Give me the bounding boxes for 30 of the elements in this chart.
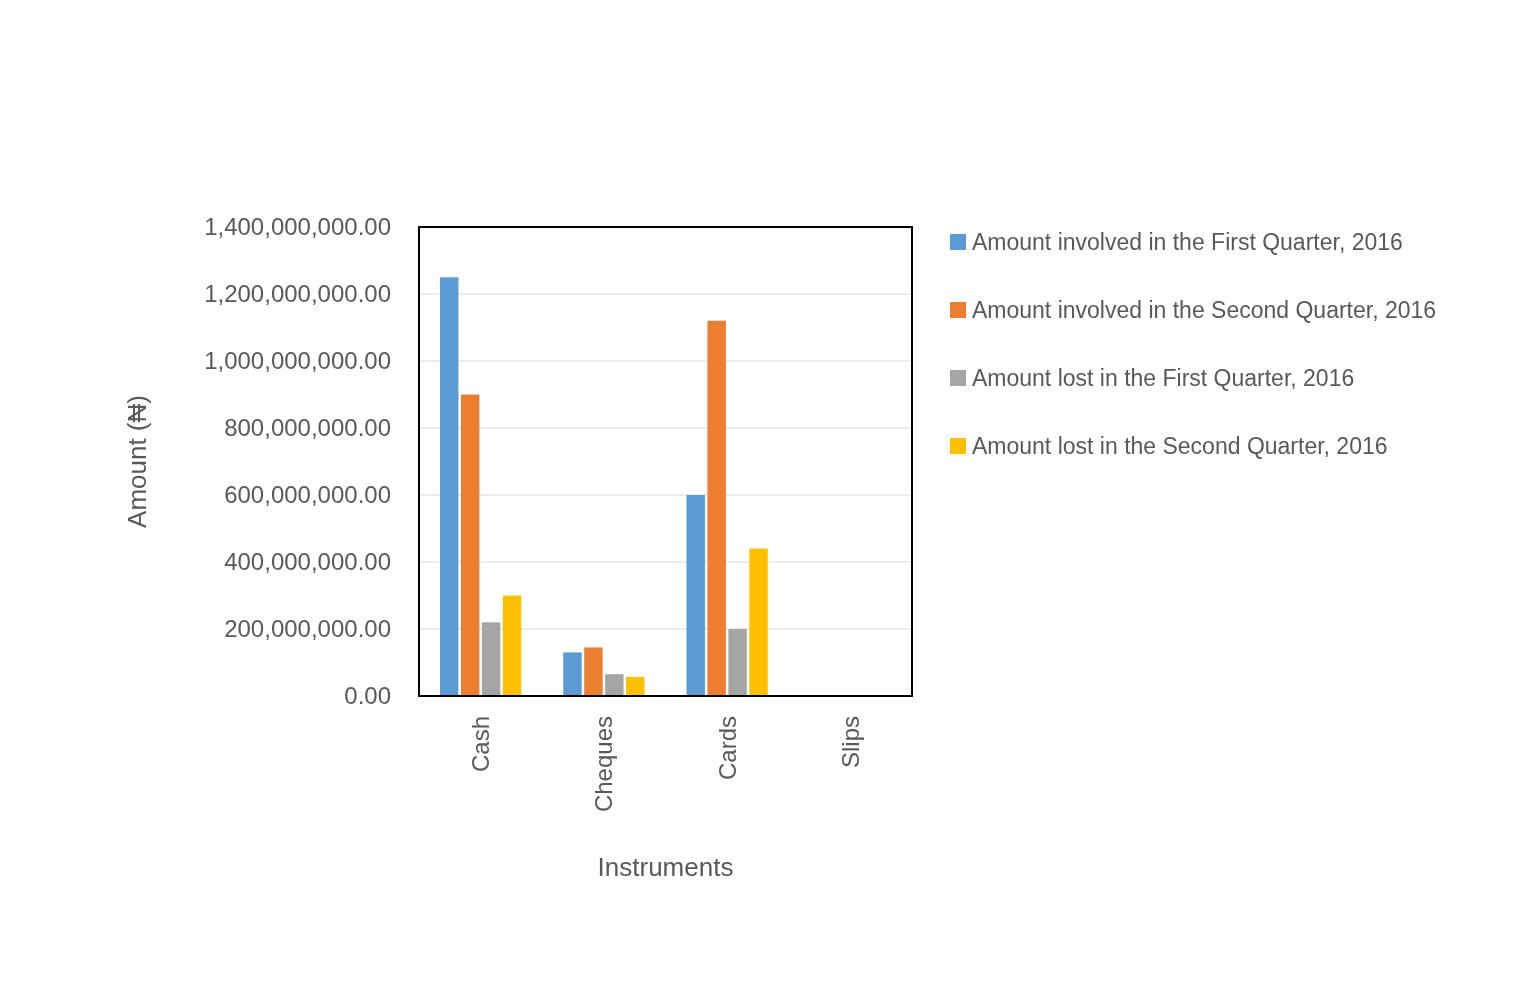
bar xyxy=(460,394,480,696)
bar xyxy=(728,629,747,696)
y-tick-label: 1,200,000,000.00 xyxy=(204,280,391,308)
bar xyxy=(626,676,645,696)
y-tick-label: 200,000,000.00 xyxy=(224,615,391,643)
legend-label: Amount lost in the Second Quarter, 2016 xyxy=(972,433,1388,460)
y-axis-title: Amount (₦) xyxy=(122,395,152,528)
y-tick-label: 0.00 xyxy=(344,682,391,710)
bar xyxy=(584,647,603,696)
x-tick-label: Cash xyxy=(467,716,495,773)
bar xyxy=(749,548,768,696)
bar xyxy=(605,674,624,696)
bar xyxy=(707,320,726,696)
bar xyxy=(502,595,522,696)
x-tick-label: Cheques xyxy=(590,716,618,813)
y-tick-label: 800,000,000.00 xyxy=(224,414,391,442)
legend-label: Amount involved in the Second Quarter, 2016 xyxy=(972,297,1437,324)
legend-label: Amount lost in the First Quarter, 2016 xyxy=(972,365,1355,392)
bar xyxy=(481,622,501,696)
x-axis-title: Instruments xyxy=(597,852,734,882)
y-tick-label: 1,000,000,000.00 xyxy=(204,347,391,375)
x-tick-label: Cards xyxy=(713,716,741,781)
bar xyxy=(440,277,459,696)
y-tick-label: 1,400,000,000.00 xyxy=(204,213,391,241)
x-tick-label: Slips xyxy=(836,716,864,769)
bar xyxy=(563,652,582,696)
legend-label: Amount involved in the First Quarter, 2016 xyxy=(972,229,1403,256)
y-tick-label: 400,000,000.00 xyxy=(224,548,391,576)
bar xyxy=(686,495,705,696)
y-tick-label: 600,000,000.00 xyxy=(224,481,391,509)
